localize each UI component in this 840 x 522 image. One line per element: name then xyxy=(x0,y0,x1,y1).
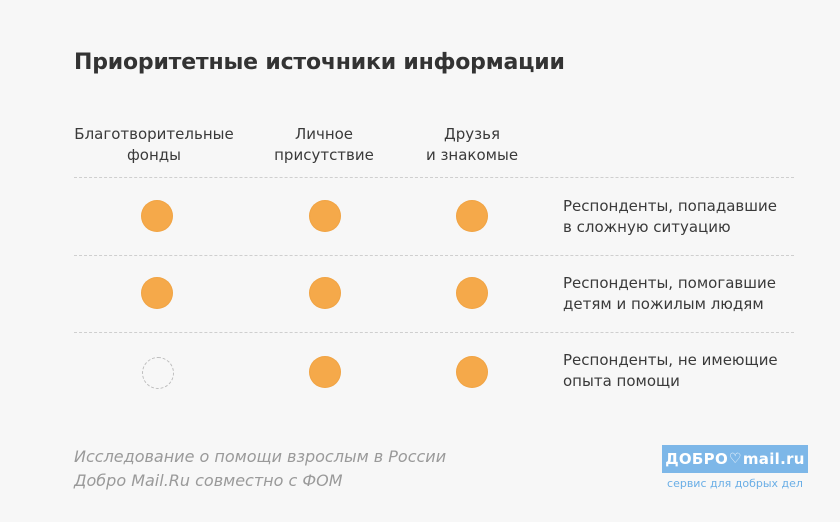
row-label-no-experience: Респонденты, не имеющие опыта помощи xyxy=(563,351,778,390)
marker-dot-filled xyxy=(141,200,173,232)
marker-dot-filled xyxy=(309,277,341,309)
page-title: Приоритетные источники информации xyxy=(74,50,565,75)
row-separator xyxy=(74,332,794,333)
column-header-charity-funds: Благотворительные фонды xyxy=(74,125,234,164)
marker-dot-filled xyxy=(309,356,341,388)
heart-icon: ♡ xyxy=(729,451,742,467)
marker-dot-filled xyxy=(456,200,488,232)
row-label-helped-children-elderly: Респонденты, помогавшие детям и пожилым … xyxy=(563,274,776,313)
row-separator xyxy=(74,255,794,256)
row-label-difficult-situation: Респонденты, попадавшие в сложную ситуац… xyxy=(563,197,777,236)
marker-dot-empty xyxy=(142,357,174,389)
column-header-personal-presence: Личное присутствие xyxy=(274,125,374,164)
marker-dot-filled xyxy=(456,356,488,388)
dobro-mail-logo[interactable]: ДОБРО ♡ mail.ru xyxy=(662,445,808,473)
row-separator xyxy=(74,177,794,178)
logo-tagline: сервис для добрых дел xyxy=(667,477,803,490)
marker-dot-filled xyxy=(141,277,173,309)
marker-dot-filled xyxy=(456,277,488,309)
marker-dot-filled xyxy=(309,200,341,232)
footer-source: Исследование о помощи взрослым в России … xyxy=(74,447,447,490)
column-header-friends: Друзья и знакомые xyxy=(425,125,519,164)
